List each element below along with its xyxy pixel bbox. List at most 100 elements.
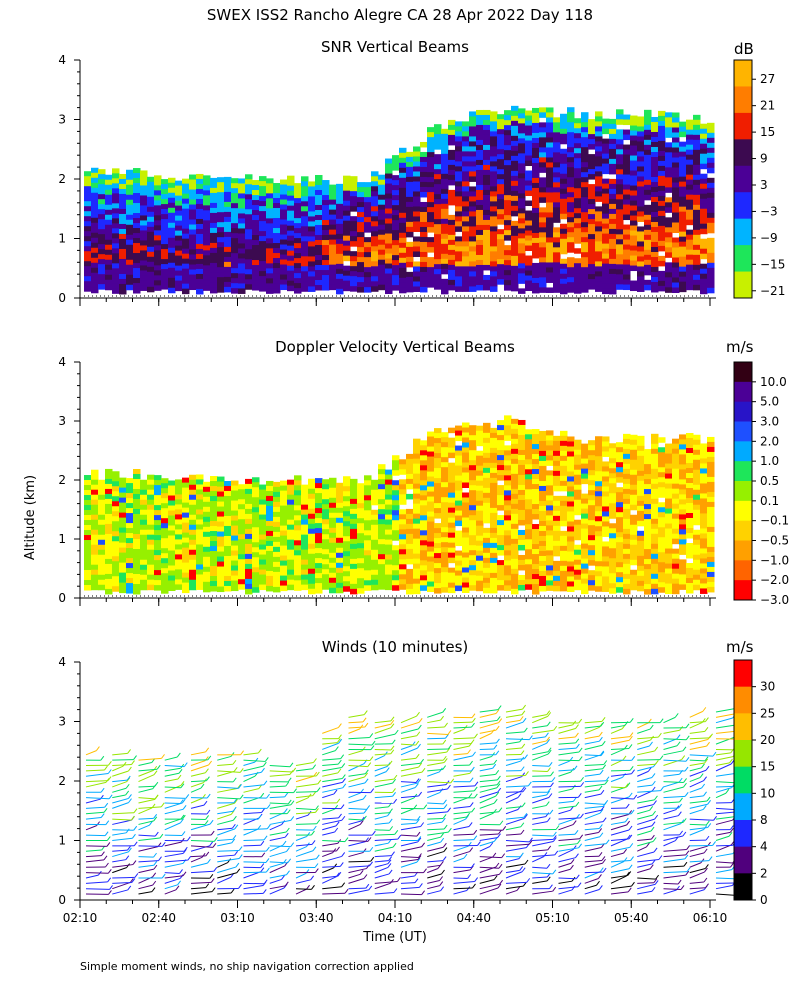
heatmap-cell bbox=[490, 246, 498, 252]
heatmap-cell bbox=[301, 569, 309, 576]
heatmap-cell bbox=[84, 575, 92, 581]
heatmap-cell bbox=[315, 264, 323, 271]
heatmap-cell bbox=[91, 534, 99, 541]
heatmap-cell bbox=[210, 187, 218, 194]
heatmap-cell bbox=[231, 188, 239, 194]
heatmap-cell bbox=[609, 243, 617, 250]
heatmap-cell bbox=[231, 258, 239, 264]
heatmap-cell bbox=[644, 284, 652, 291]
heatmap-cell bbox=[574, 524, 582, 531]
heatmap-cell bbox=[371, 514, 379, 521]
heatmap-cell bbox=[203, 546, 211, 553]
heatmap-cell bbox=[469, 535, 477, 541]
heatmap-cell bbox=[574, 439, 582, 446]
heatmap-cell bbox=[602, 223, 610, 230]
heatmap-cell bbox=[336, 537, 344, 544]
heatmap-cell bbox=[462, 286, 470, 292]
heatmap-cell bbox=[210, 242, 218, 249]
heatmap-cell bbox=[700, 448, 708, 454]
heatmap-cell bbox=[581, 573, 589, 580]
heatmap-cell bbox=[91, 202, 99, 209]
heatmap-cell bbox=[392, 245, 400, 251]
heatmap-cell bbox=[385, 574, 393, 581]
heatmap-cell bbox=[140, 235, 148, 241]
heatmap-cell bbox=[210, 581, 218, 587]
heatmap-cell bbox=[217, 237, 225, 243]
heatmap-cell bbox=[553, 545, 561, 552]
heatmap-cell bbox=[707, 212, 715, 219]
heatmap-cell bbox=[385, 494, 393, 501]
heatmap-cell bbox=[280, 560, 288, 567]
heatmap-cell bbox=[616, 577, 624, 583]
heatmap-cell bbox=[112, 258, 120, 264]
heatmap-cell bbox=[203, 541, 211, 548]
heatmap-cell bbox=[476, 530, 484, 537]
heatmap-cell bbox=[504, 430, 512, 436]
heatmap-cell bbox=[378, 284, 386, 291]
heatmap-cell bbox=[672, 222, 680, 229]
heatmap-cell bbox=[427, 571, 435, 578]
heatmap-cell bbox=[574, 454, 582, 461]
heatmap-cell bbox=[651, 161, 659, 168]
heatmap-cell bbox=[189, 484, 197, 491]
heatmap-cell bbox=[560, 208, 568, 215]
heatmap-cell bbox=[532, 107, 540, 114]
heatmap-cell bbox=[504, 250, 512, 256]
heatmap-cell bbox=[644, 179, 652, 186]
heatmap-cell bbox=[231, 515, 239, 522]
heatmap-cell bbox=[91, 489, 99, 496]
heatmap-cell bbox=[245, 179, 253, 185]
heatmap-cell bbox=[378, 184, 386, 191]
heatmap-cell bbox=[273, 188, 281, 194]
heatmap-cell bbox=[371, 261, 379, 267]
heatmap-cell bbox=[399, 152, 407, 159]
heatmap-cell bbox=[448, 587, 456, 594]
heatmap-cell bbox=[658, 135, 666, 142]
heatmap-cell bbox=[679, 549, 687, 555]
heatmap-cell bbox=[315, 199, 323, 206]
heatmap-cell bbox=[91, 519, 99, 526]
heatmap-cell bbox=[504, 585, 512, 591]
heatmap-cell bbox=[224, 560, 232, 567]
heatmap-cell bbox=[462, 246, 470, 252]
heatmap-cell bbox=[217, 576, 225, 583]
heatmap-cell bbox=[490, 201, 498, 207]
heatmap-cell bbox=[567, 182, 575, 188]
heatmap-cell bbox=[609, 263, 617, 270]
heatmap-cell bbox=[161, 548, 169, 554]
heatmap-cell bbox=[672, 197, 680, 204]
heatmap-cell bbox=[525, 464, 533, 470]
heatmap-cell bbox=[378, 514, 386, 520]
heatmap-cell bbox=[616, 174, 624, 180]
heatmap-cell bbox=[462, 136, 470, 142]
heatmap-cell bbox=[602, 506, 610, 512]
heatmap-cell bbox=[588, 244, 596, 250]
heatmap-cell bbox=[119, 213, 127, 220]
heatmap-cell bbox=[287, 215, 295, 222]
heatmap-cell bbox=[511, 155, 519, 162]
heatmap-cell bbox=[399, 147, 407, 154]
heatmap-cell bbox=[371, 509, 379, 516]
heatmap-cell bbox=[448, 532, 456, 539]
heatmap-cell bbox=[693, 494, 701, 501]
heatmap-cell bbox=[259, 266, 267, 272]
heatmap-cell bbox=[168, 177, 176, 184]
heatmap-cell bbox=[203, 491, 211, 498]
heatmap-cell bbox=[133, 548, 141, 555]
heatmap-cell bbox=[266, 565, 274, 572]
heatmap-cell bbox=[560, 203, 568, 210]
heatmap-cell bbox=[385, 258, 393, 265]
heatmap-cell bbox=[210, 277, 218, 284]
heatmap-cell bbox=[497, 575, 505, 581]
heatmap-cell bbox=[602, 441, 610, 447]
heatmap-cell bbox=[574, 469, 582, 476]
heatmap-cell bbox=[399, 539, 407, 545]
heatmap-cell bbox=[567, 282, 575, 288]
heatmap-cell bbox=[329, 552, 337, 559]
heatmap-cell bbox=[651, 166, 659, 173]
heatmap-cell bbox=[539, 570, 547, 577]
heatmap-cell bbox=[532, 117, 540, 124]
heatmap-cell bbox=[693, 139, 701, 146]
heatmap-cell bbox=[616, 159, 624, 165]
heatmap-cell bbox=[217, 222, 225, 228]
